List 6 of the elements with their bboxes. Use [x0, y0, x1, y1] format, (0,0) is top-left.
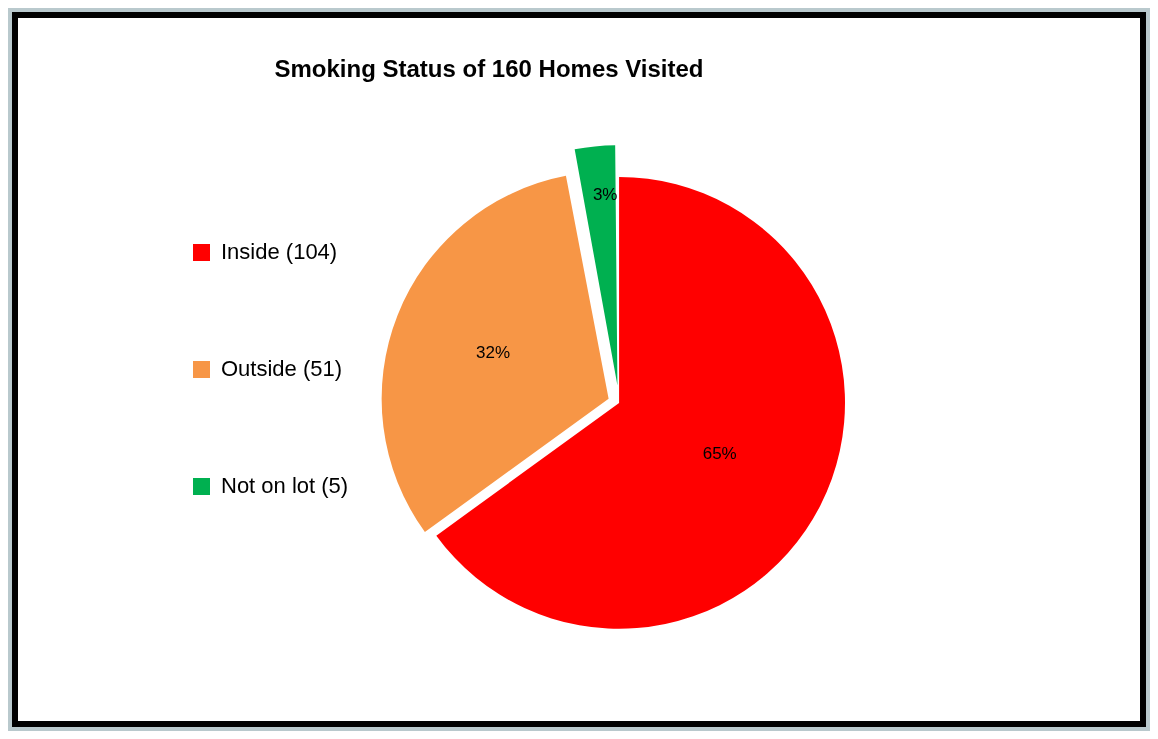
data-label: 65%: [702, 443, 737, 463]
legend-label: Not on lot (5): [221, 472, 349, 498]
legend-label: Inside (104): [221, 238, 338, 264]
chart-title: Smoking Status of 160 Homes Visited: [274, 55, 704, 83]
legend-label: Outside (51): [221, 355, 343, 381]
data-label: 32%: [476, 342, 511, 362]
